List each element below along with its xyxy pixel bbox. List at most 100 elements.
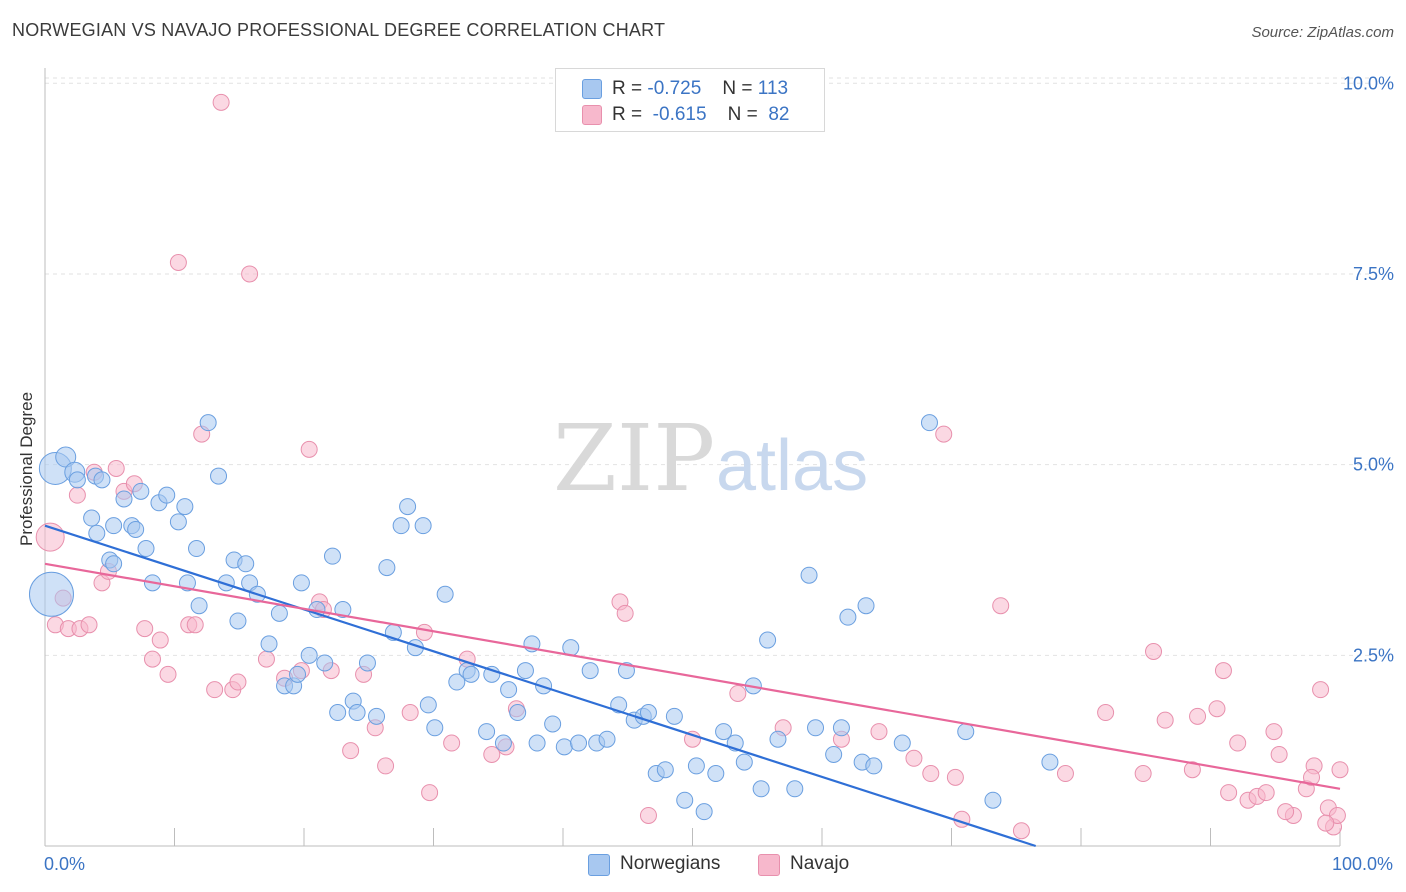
norwegian-point: [865, 757, 883, 775]
norwegian-point: [984, 791, 1002, 809]
navajo-point: [935, 425, 953, 443]
norwegian-point: [399, 498, 417, 516]
navajo-point: [136, 620, 154, 638]
bottom-legend-norwegians: Norwegians: [588, 852, 738, 876]
x-tick-label: 0.0%: [44, 854, 85, 874]
legend-r-label: R =: [612, 78, 643, 99]
navajo-point: [1312, 681, 1330, 699]
norwegian-point: [656, 761, 674, 779]
bottom-legend-swatch-norwegians: [588, 854, 610, 876]
navajo-point: [1056, 765, 1074, 783]
norwegian-point: [348, 704, 366, 722]
norwegian-point: [105, 517, 123, 535]
navajo-point: [1208, 700, 1226, 718]
norwegian-point: [176, 498, 194, 516]
legend-r-value: -0.615: [652, 104, 707, 125]
navajo-points: [35, 93, 1349, 840]
navajo-point: [229, 673, 247, 691]
norwegian-point: [188, 540, 206, 558]
norwegian-point: [598, 730, 616, 748]
trend-lines: [44, 524, 1341, 848]
navajo-point: [206, 681, 224, 699]
norwegian-point: [676, 791, 694, 809]
watermark-zip: ZIP: [553, 405, 715, 512]
norwegian-point: [334, 601, 352, 619]
legend-row-norwegians: R = -0.725 N = 113: [582, 76, 788, 100]
norwegian-point: [270, 604, 288, 622]
norwegian-point: [687, 757, 705, 775]
watermark-atlas: atlas: [716, 426, 868, 506]
norwegian-point: [695, 803, 713, 821]
norwegian-point: [478, 723, 496, 741]
norwegian-point: [127, 520, 145, 538]
tick-labels: 2.5% 5.0% 7.5% 10.0% 0.0% 100.0%: [44, 73, 1394, 874]
norwegian-points: [28, 414, 1059, 821]
source-label: Source: ZipAtlas.com: [1251, 24, 1394, 41]
norwegian-point: [857, 597, 875, 615]
norwegian-point: [105, 555, 123, 573]
norwegian-point: [462, 665, 480, 683]
navajo-point: [1317, 814, 1335, 832]
norwegian-point: [115, 490, 133, 508]
navajo-point: [1134, 765, 1152, 783]
norwegian-point: [329, 704, 347, 722]
norwegian-point: [581, 662, 599, 680]
norwegian-point: [292, 574, 310, 592]
norwegian-point: [260, 635, 278, 653]
norwegian-point: [169, 513, 187, 531]
legend-r-label: R =: [612, 104, 643, 125]
norwegian-point: [832, 719, 850, 737]
navajo-point: [143, 650, 161, 668]
norwegian-point: [500, 681, 518, 699]
navajo-point: [992, 597, 1010, 615]
navajo-point: [257, 650, 275, 668]
norwegian-point: [893, 734, 911, 752]
norwegian-point: [210, 467, 228, 485]
norwegian-point: [392, 517, 410, 535]
watermark: ZIP atlas: [553, 405, 868, 512]
navajo-point: [1189, 707, 1207, 725]
norwegian-point: [88, 524, 106, 542]
navajo-point: [186, 616, 204, 634]
y-tick-label: 10.0%: [1343, 73, 1394, 93]
navajo-point: [151, 631, 169, 649]
navajo-point: [1097, 704, 1115, 722]
norwegian-point: [414, 517, 432, 535]
norwegian-point: [555, 738, 573, 756]
navajo-point: [1214, 662, 1232, 680]
bottom-legend-label-norwegians: Norwegians: [620, 853, 721, 874]
norwegian-point: [368, 707, 386, 725]
navajo-point: [1270, 745, 1288, 763]
norwegian-point: [786, 780, 804, 798]
norwegian-point: [735, 753, 753, 771]
norwegian-point: [825, 745, 843, 763]
legend-row-navajo: R = -0.615 N = 82: [582, 102, 789, 126]
navajo-point: [342, 742, 360, 760]
navajo-point: [1257, 784, 1275, 802]
x-tick-label: 100.0%: [1332, 854, 1393, 874]
norwegian-point: [300, 646, 318, 664]
norwegian-point: [217, 574, 235, 592]
legend-swatch-navajo: [582, 105, 602, 125]
norwegian-point: [378, 559, 396, 577]
navajo-point: [729, 684, 747, 702]
navajo-point: [415, 623, 433, 641]
navajo-point: [443, 734, 461, 752]
norwegian-point: [715, 723, 733, 741]
legend-text-navajo: R = -0.615 N = 82: [612, 104, 789, 126]
norwegian-point: [93, 471, 111, 489]
norwegian-point: [132, 482, 150, 500]
legend-n-label: N =: [722, 78, 753, 99]
norwegian-point: [800, 566, 818, 584]
navajo-point: [212, 93, 230, 111]
navajo-point: [1012, 822, 1030, 840]
navajo-point: [1220, 784, 1238, 802]
norwegian-point: [436, 585, 454, 603]
norwegian-point: [528, 734, 546, 752]
navajo-point: [946, 768, 964, 786]
chart-title: NORWEGIAN VS NAVAJO PROFESSIONAL DEGREE …: [12, 20, 666, 40]
norwegian-point: [68, 471, 86, 489]
norwegian-point: [323, 547, 341, 565]
legend-n-label: N =: [727, 104, 758, 125]
